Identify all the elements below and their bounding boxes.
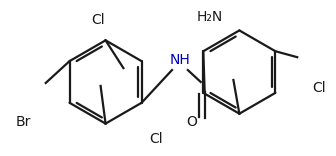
- Text: Br: Br: [15, 115, 31, 129]
- Text: H₂N: H₂N: [197, 10, 223, 24]
- Text: Cl: Cl: [149, 132, 163, 146]
- Text: Cl: Cl: [312, 81, 326, 95]
- Text: NH: NH: [170, 53, 190, 67]
- Text: O: O: [186, 115, 197, 129]
- Text: Cl: Cl: [91, 12, 104, 27]
